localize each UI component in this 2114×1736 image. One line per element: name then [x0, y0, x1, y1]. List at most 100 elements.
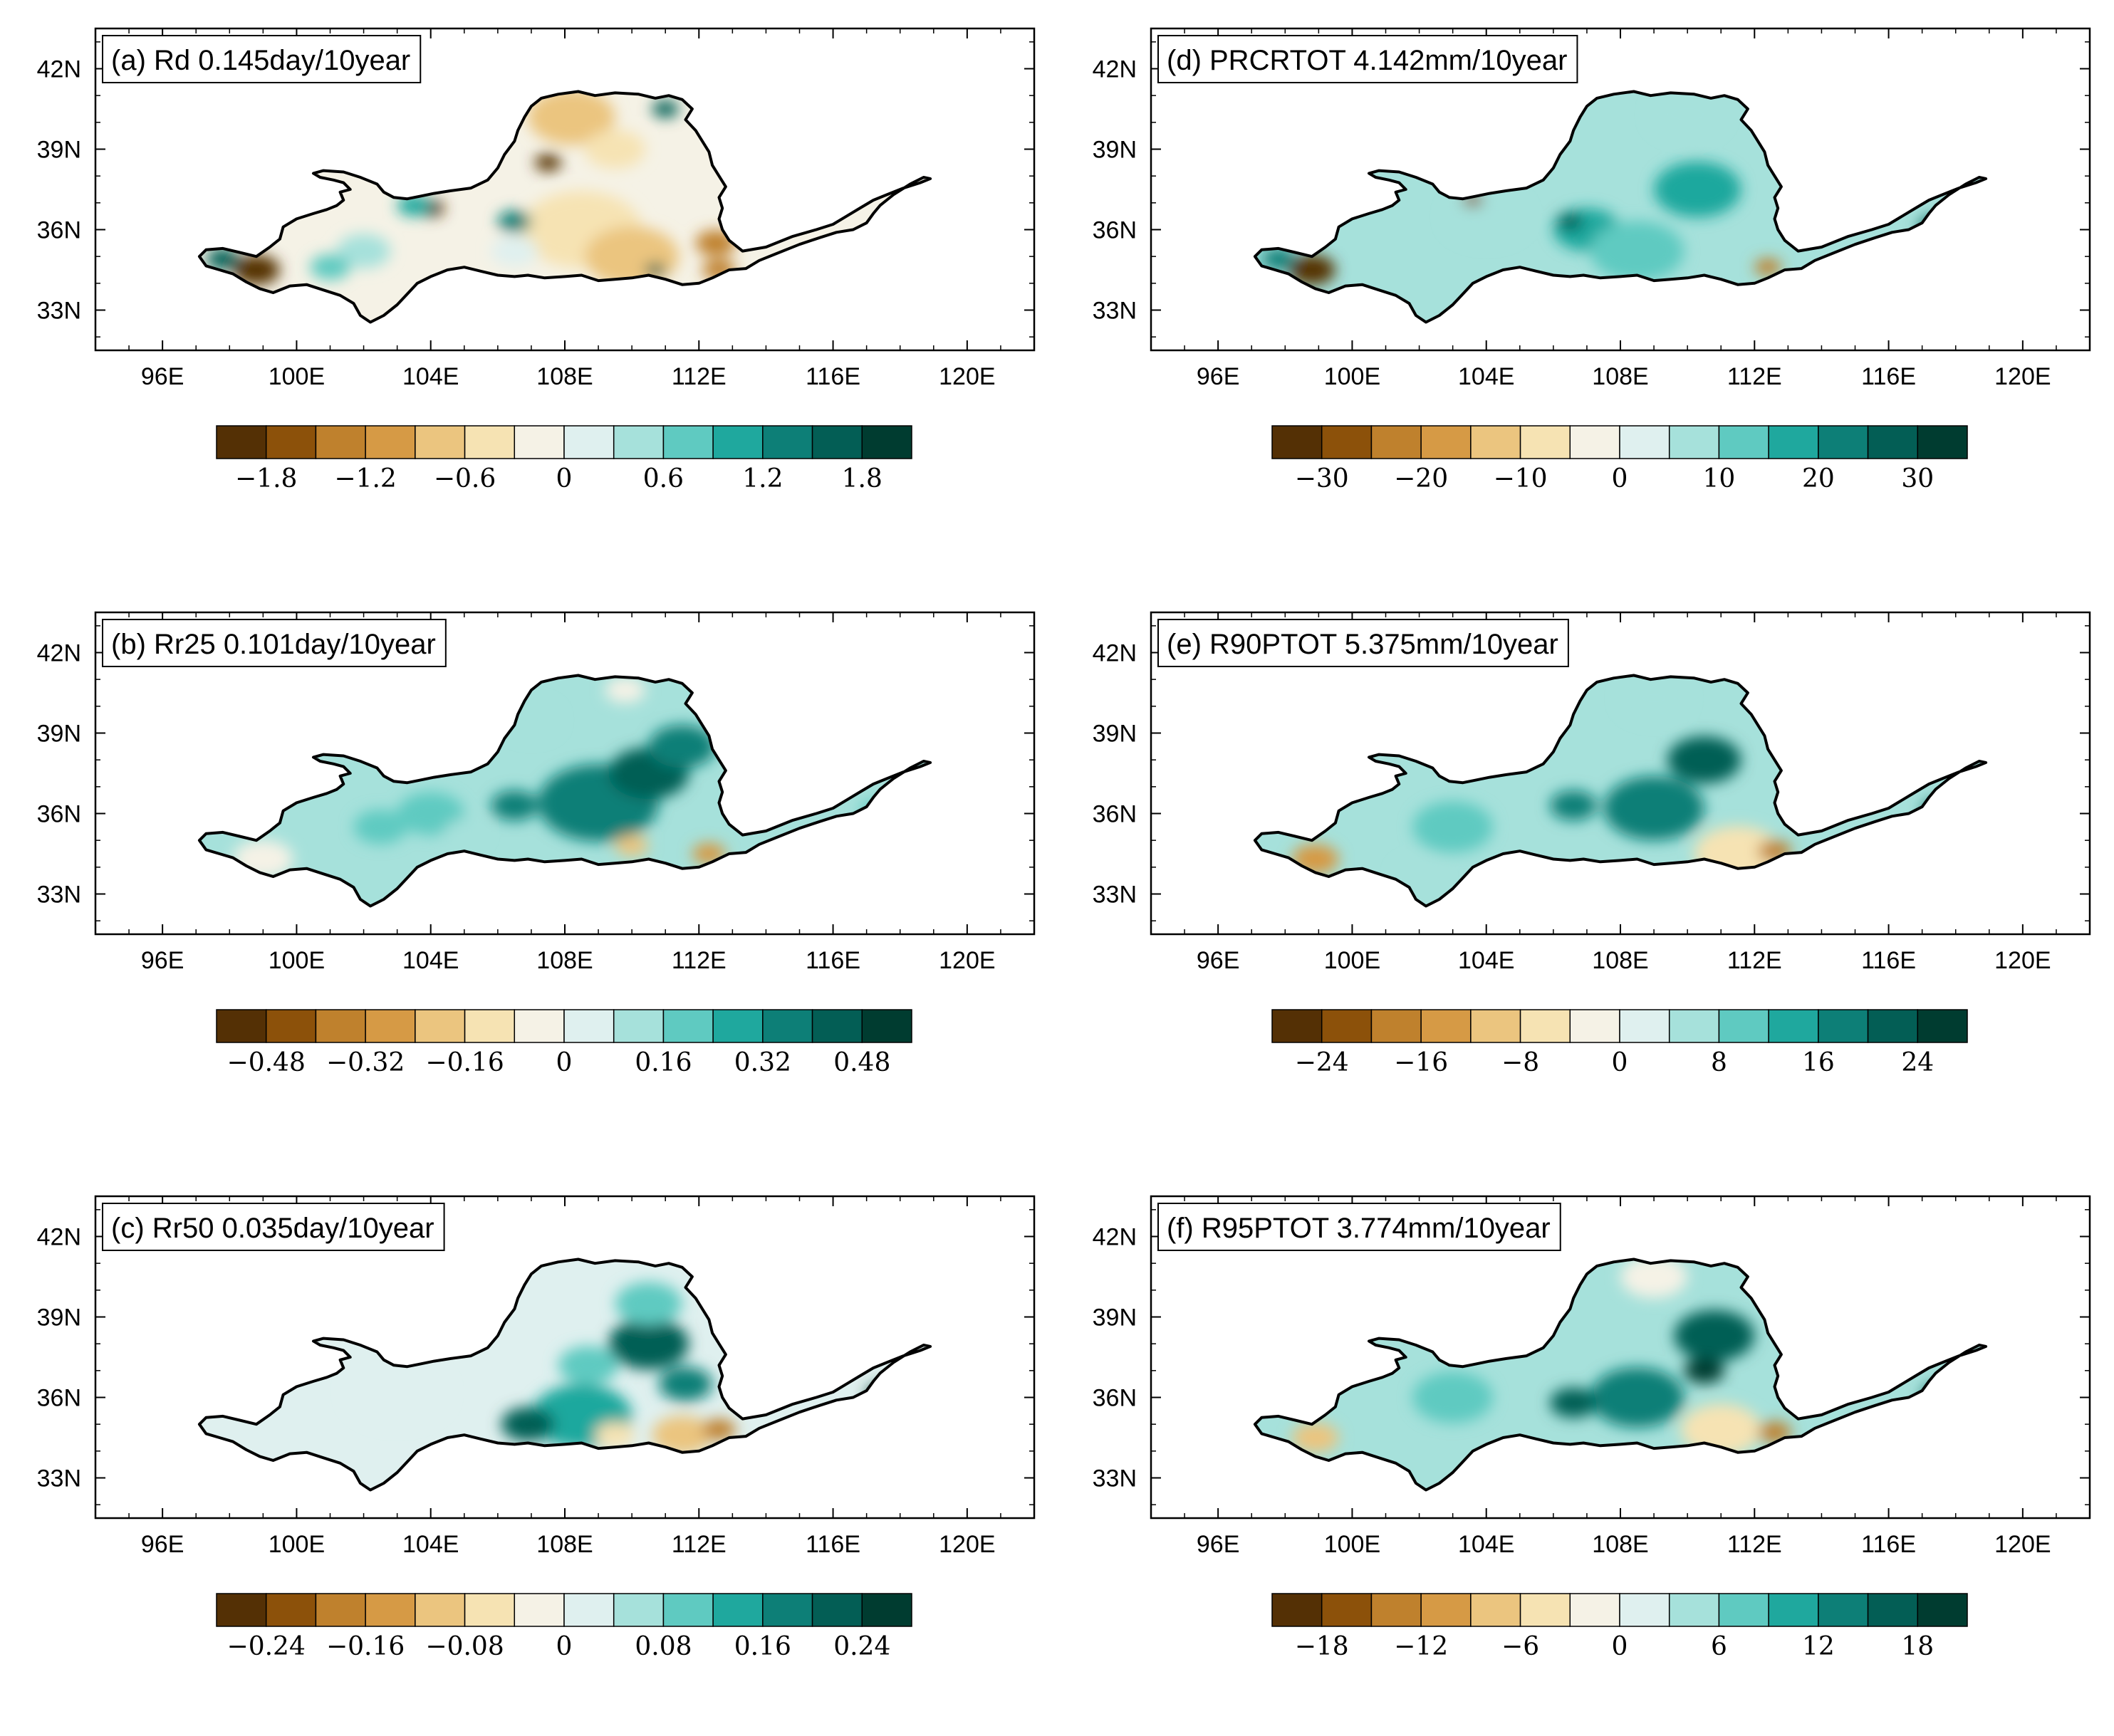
colorbar-label: −8 [1501, 1048, 1539, 1077]
colorbar-swatch [613, 425, 665, 459]
x-tick-label: 100E [269, 947, 325, 974]
x-tick-label: 104E [1458, 947, 1514, 974]
colorbar-label: 16 [1802, 1048, 1835, 1077]
field-patch [206, 248, 240, 270]
x-tick-label: 100E [1324, 1531, 1380, 1558]
field-patch [1757, 1421, 1792, 1443]
panel-title-b: (b) Rr25 0.101day/10year [102, 619, 447, 667]
field-patch [1667, 736, 1741, 784]
panel-title-e: (e) R90PTOT 5.375mm/10year [1157, 619, 1569, 667]
x-tick-label: 112E [1727, 947, 1782, 974]
x-tick-label: 104E [1458, 1531, 1514, 1558]
x-tick-label: 108E [536, 1531, 593, 1558]
field-patch [1550, 1387, 1598, 1418]
colorbar-swatch [265, 425, 317, 459]
y-tick-label: 33N [37, 298, 81, 325]
x-tick-label: 100E [1324, 363, 1380, 390]
x-tick-label: 104E [402, 947, 459, 974]
field-patch [310, 254, 350, 281]
colorbar-label: −0.6 [434, 464, 496, 493]
colorbar-label: 0.48 [833, 1048, 890, 1077]
colorbar-label: 0 [1612, 1048, 1628, 1077]
x-tick-label: 96E [1197, 363, 1240, 390]
colorbar-label: 0.16 [734, 1632, 791, 1661]
panel-title-c: (c) Rr50 0.035day/10year [102, 1203, 445, 1251]
colorbar-swatch [415, 1593, 466, 1627]
y-tick-label: 36N [1093, 801, 1137, 828]
colorbar-swatch [861, 1593, 912, 1627]
colorbar-swatch [365, 1593, 416, 1627]
x-tick-label: 116E [1861, 1531, 1916, 1558]
colorbar-swatch [762, 425, 813, 459]
colorbar-swatch [1470, 425, 1521, 459]
y-tick-label: 42N [37, 56, 81, 83]
colorbar-swatch [1718, 1009, 1769, 1043]
field-patch [444, 819, 485, 845]
x-tick-label: 120E [939, 363, 995, 390]
colorbar-label: −16 [1394, 1048, 1448, 1077]
colorbar-swatch [1867, 425, 1919, 459]
x-tick-label: 108E [1592, 947, 1648, 974]
field-patch [608, 1318, 689, 1370]
colorbar-swatch [1569, 425, 1620, 459]
colorbar-swatch [464, 425, 516, 459]
y-tick-label: 36N [37, 801, 81, 828]
field-patch [1650, 91, 1724, 138]
colorbar-label: 1.8 [842, 464, 882, 493]
colorbar-swatch [762, 1593, 813, 1627]
y-tick-label: 36N [1093, 217, 1137, 244]
field-patch [648, 725, 716, 768]
field-patch [1261, 248, 1296, 270]
colorbar-swatch [1519, 425, 1571, 459]
x-tick-label: 112E [672, 363, 727, 390]
x-tick-label: 108E [1592, 363, 1648, 390]
field-patch [1590, 221, 1685, 281]
field-patch [1620, 676, 1688, 720]
colorbar-label: 0 [1612, 464, 1628, 493]
colorbar-swatch [216, 1593, 267, 1627]
colorbar-swatch [415, 425, 466, 459]
colorbar-label: 20 [1802, 464, 1835, 493]
y-tick-label: 39N [37, 1304, 81, 1332]
colorbar-swatch [365, 425, 416, 459]
colorbar-swatch [1718, 425, 1769, 459]
field-patch [1674, 1309, 1755, 1362]
field-patch [652, 100, 680, 118]
field-patch [528, 91, 615, 145]
field-patch [491, 790, 538, 821]
x-tick-label: 116E [806, 363, 860, 390]
colorbar-swatch [1470, 1009, 1521, 1043]
field-patch [615, 1282, 682, 1325]
x-tick-label: 100E [269, 363, 325, 390]
colorbar-label: 1.2 [742, 464, 783, 493]
colorbar-swatch [1519, 1593, 1571, 1627]
colorbar-d: −30 −20 −10 0 10 20 30 [1271, 425, 1968, 493]
colorbar-swatch [216, 425, 267, 459]
colorbar-swatch [1420, 425, 1472, 459]
colorbar-swatch [563, 425, 615, 459]
field-patch [1550, 790, 1598, 821]
colorbar-swatch [1420, 1009, 1472, 1043]
field-patch [1412, 1371, 1494, 1423]
field-patch [1291, 844, 1339, 874]
basin-boundary [1253, 90, 1988, 324]
field-patch [585, 130, 645, 169]
colorbar-swatch [613, 1009, 665, 1043]
colorbar-swatch [563, 1593, 615, 1627]
colorbar-swatch [1718, 1593, 1769, 1627]
colorbar-swatch [613, 1593, 665, 1627]
colorbar-label: −18 [1295, 1632, 1349, 1661]
panel-title-text: (a) Rd 0.145day/10year [111, 45, 410, 76]
colorbar-swatch [1917, 1009, 1968, 1043]
colorbar-label: 0 [556, 464, 573, 493]
x-tick-label: 120E [939, 1531, 995, 1558]
colorbar-swatch [1768, 1009, 1819, 1043]
colorbar-label: 0.6 [643, 464, 684, 493]
colorbar-swatch [1917, 1593, 1968, 1627]
y-tick-label: 33N [1093, 882, 1137, 909]
colorbar-swatch [514, 425, 565, 459]
y-tick-label: 33N [37, 1465, 81, 1492]
colorbar-label: −0.16 [326, 1632, 405, 1661]
colorbar-swatch [1321, 1009, 1373, 1043]
field-patch [336, 234, 391, 268]
